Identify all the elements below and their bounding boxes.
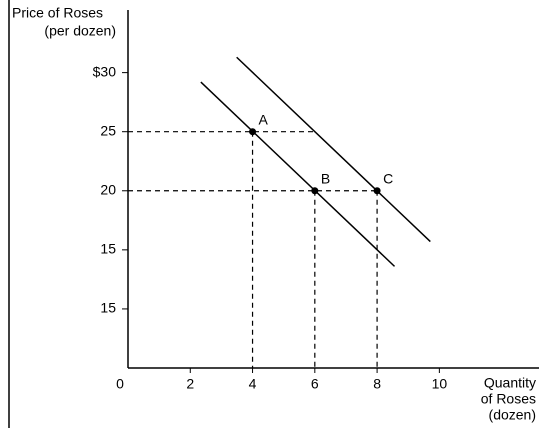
y-tick-label: 25: [100, 122, 116, 138]
point-label: B: [321, 170, 330, 186]
point-label: A: [259, 111, 269, 127]
demand-curve: [200, 81, 396, 267]
y-tick-label: $30: [93, 63, 117, 79]
point: [373, 187, 381, 195]
point-label: C: [383, 170, 393, 186]
y-tick-label: 15: [100, 241, 116, 257]
y-axis-label: Price of Roses: [12, 5, 103, 21]
x-tick-label: 0: [116, 376, 124, 392]
x-axis-label: (dozen): [489, 407, 536, 423]
x-tick-label: 6: [311, 376, 319, 392]
demand-curve: [236, 56, 431, 243]
x-tick-label: 2: [186, 376, 194, 392]
y-axis-label: (per dozen): [44, 23, 116, 39]
point: [311, 187, 319, 195]
y-tick-label: 15: [100, 300, 116, 316]
x-tick-label: 8: [373, 376, 381, 392]
x-axis-label: Quantity: [484, 375, 536, 391]
y-tick-label: 20: [100, 181, 116, 197]
point: [249, 128, 257, 136]
x-axis-label: of Roses: [481, 391, 536, 407]
x-tick-label: 4: [249, 376, 257, 392]
x-tick-label: 10: [432, 376, 448, 392]
